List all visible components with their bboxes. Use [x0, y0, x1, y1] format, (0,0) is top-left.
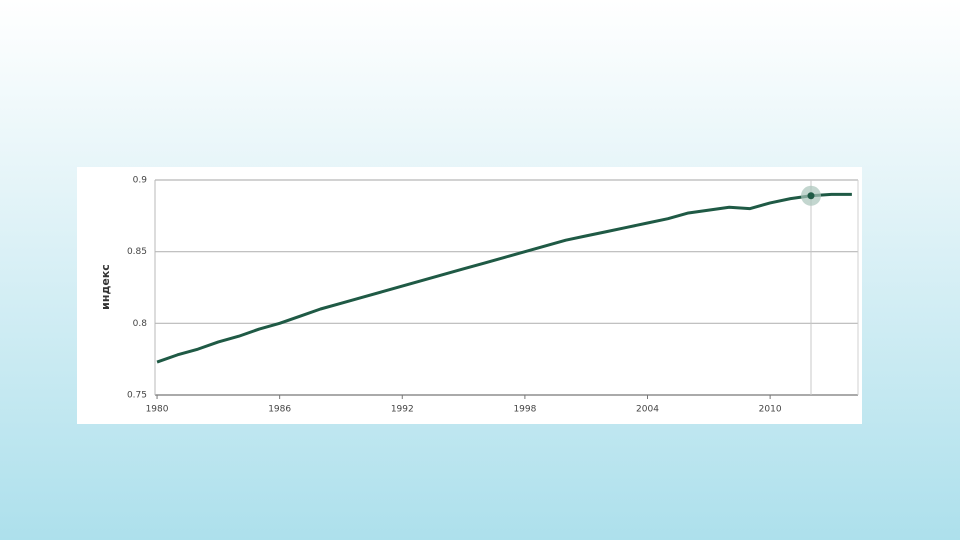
y-tick-label: 0.9 [133, 176, 148, 186]
y-tick-label: 0.75 [127, 391, 147, 401]
line-series [156, 192, 852, 364]
x-tick-label: 1980 [146, 405, 169, 415]
x-tick-label: 1998 [513, 405, 536, 415]
y-tick-label: 0.8 [133, 319, 148, 329]
x-tick-label: 2004 [636, 405, 659, 415]
chart-panel [77, 167, 862, 424]
x-tick-label: 2010 [759, 405, 782, 415]
y-axis-label: индекс [99, 264, 112, 310]
x-tick-label: 1992 [391, 405, 414, 415]
y-tick-label: 0.85 [127, 247, 147, 257]
highlight-point [807, 192, 815, 200]
x-tick-label: 1986 [268, 405, 291, 415]
